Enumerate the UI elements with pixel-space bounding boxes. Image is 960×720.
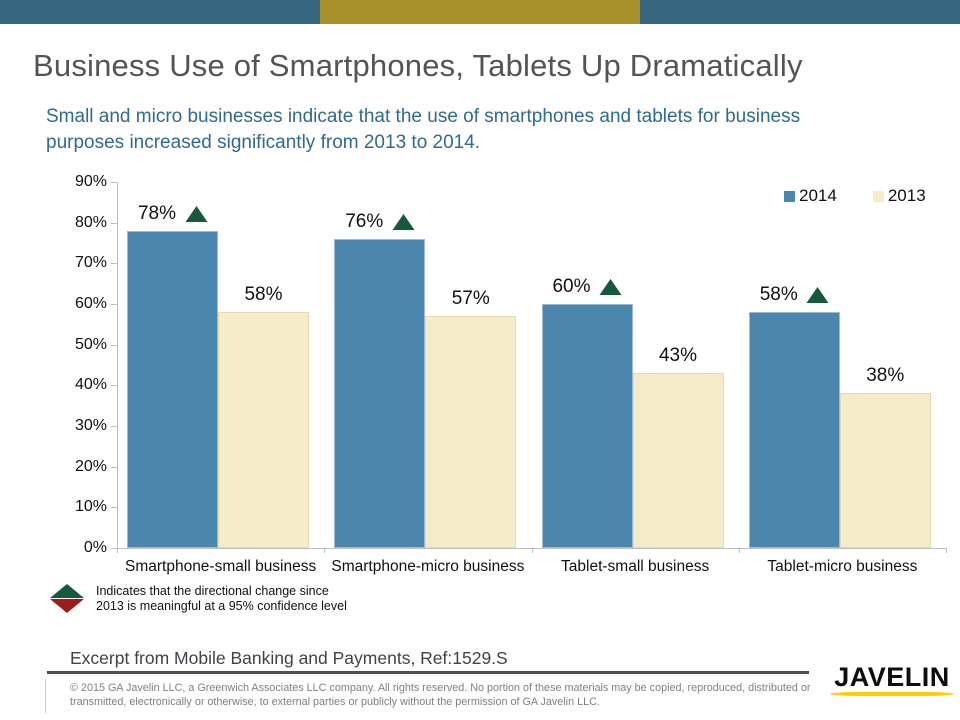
top-bar-teal-right (640, 0, 960, 24)
x-axis-tick (738, 548, 740, 553)
y-axis-tick (111, 466, 117, 468)
bar-2014-smartphone-small-business (127, 230, 218, 548)
significant-increase-icon (392, 213, 415, 230)
y-axis-tick-label: 0% (83, 539, 107, 556)
value-label-2014: 78% (137, 202, 208, 225)
top-bar-teal-left (0, 0, 320, 24)
value-text: 76% (345, 210, 384, 232)
y-axis-tick (111, 182, 117, 183)
footer-divider (47, 671, 809, 674)
slide-subtitle: Small and micro businesses indicate that… (46, 106, 801, 153)
javelin-logo-underline (830, 692, 954, 696)
bar-2014-smartphone-micro-business (334, 238, 426, 548)
legend-label: 2014 (799, 186, 837, 205)
y-axis-tick-label: 10% (74, 498, 107, 516)
significant-increase-icon (599, 279, 622, 295)
x-axis-tick (117, 548, 118, 553)
top-bar-gold-middle (320, 0, 640, 24)
value-text: 38% (866, 365, 905, 387)
y-axis-tick-label: 80% (74, 213, 107, 231)
bar-2013-smartphone-micro-business (425, 316, 517, 548)
legend-swatch-icon (872, 190, 884, 202)
bar-2013-tablet-small-business (632, 373, 724, 548)
value-label-2013: 57% (452, 288, 490, 310)
value-label-2013: 58% (244, 284, 282, 306)
value-text: 78% (137, 202, 177, 224)
y-axis-tick-label: 60% (74, 295, 107, 312)
x-axis-tick (531, 548, 533, 553)
y-axis-tick (111, 426, 117, 427)
x-axis-tick (324, 548, 326, 553)
javelin-logo-text: JAVELIN (834, 662, 950, 692)
y-axis-tick (111, 304, 117, 305)
triangle-down-icon (50, 599, 84, 613)
significant-increase-icon (185, 205, 208, 222)
value-label-2014: 60% (552, 276, 622, 298)
value-label-2013: 43% (659, 345, 697, 367)
chart-legend: 2014 2013 (784, 186, 926, 206)
x-axis-tick (946, 548, 947, 553)
legend-label: 2013 (887, 186, 926, 205)
category-label: Tablet-micro business (767, 558, 918, 575)
y-axis-tick-label: 30% (74, 417, 107, 434)
y-axis-tick-label: 90% (74, 173, 107, 190)
slide-title: Business Use of Smartphones, Tablets Up … (33, 48, 803, 83)
value-text: 60% (552, 276, 591, 297)
y-axis-tick-label: 40% (74, 376, 107, 394)
top-accent-bar (0, 0, 960, 24)
significance-legend-line2: 2013 is meaningful at a 95% confidence l… (96, 599, 347, 613)
y-axis-tick (111, 263, 117, 265)
significance-marker (50, 584, 84, 614)
value-label-2014: 76% (345, 210, 415, 233)
y-axis-tick-label: 20% (74, 457, 107, 475)
value-text: 57% (451, 288, 490, 310)
copyright-text: © 2015 GA Javelin LLC, a Greenwich Assoc… (70, 682, 811, 708)
y-axis-tick (111, 385, 117, 387)
bar-2014-tablet-micro-business (748, 312, 840, 548)
y-axis-tick (111, 548, 117, 549)
significance-legend-line1: Indicates that the directional change si… (96, 584, 329, 598)
category-label: Tablet-small business (561, 558, 710, 575)
value-label-2013: 38% (866, 365, 904, 387)
significance-legend-text: Indicates that the directional change si… (96, 584, 347, 614)
y-axis-line (117, 182, 118, 548)
value-text: 43% (658, 345, 698, 367)
y-axis-tick (111, 344, 117, 346)
bar-2013-tablet-micro-business (839, 393, 931, 548)
legend-entry-2014: 2014 (784, 186, 837, 206)
significance-legend: Indicates that the directional change si… (50, 584, 347, 614)
legend-entry-2013: 2013 (872, 186, 926, 206)
y-axis-tick (111, 507, 117, 509)
value-text: 58% (759, 284, 798, 306)
category-label: Smartphone-micro business (331, 558, 525, 575)
copyright-accent-line (45, 679, 46, 713)
source-excerpt: Excerpt from Mobile Banking and Payments… (70, 648, 508, 668)
category-label: Smartphone-small business (124, 558, 317, 575)
y-axis-tick-label: 50% (74, 335, 107, 353)
value-text: 58% (244, 284, 283, 306)
legend-swatch-icon (784, 190, 795, 202)
bar-2013-smartphone-small-business (218, 312, 309, 548)
y-axis-tick-label: 70% (74, 254, 107, 272)
bar-2014-tablet-small-business (541, 304, 633, 548)
javelin-logo: JAVELIN (830, 663, 954, 696)
significant-increase-icon (806, 287, 829, 304)
value-label-2014: 58% (760, 284, 829, 306)
triangle-up-icon (50, 584, 84, 598)
y-axis-tick (111, 222, 117, 224)
